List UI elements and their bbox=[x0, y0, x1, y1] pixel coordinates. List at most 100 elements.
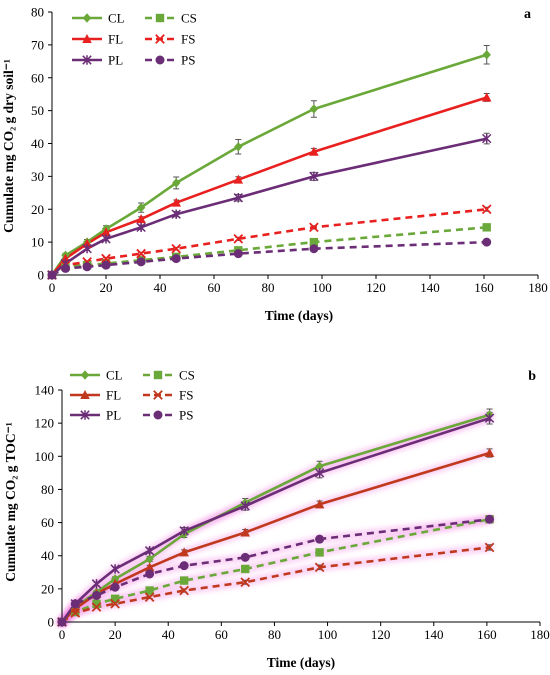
legend-label-fl: FL bbox=[106, 388, 121, 403]
data-point-pl bbox=[171, 209, 181, 219]
data-point-pl bbox=[110, 564, 120, 574]
y-tick-label: 80 bbox=[41, 482, 54, 497]
data-point-ps bbox=[70, 599, 80, 609]
data-point-pl bbox=[82, 243, 92, 254]
data-point-ps bbox=[101, 260, 111, 270]
y-tick-label: 40 bbox=[31, 136, 44, 151]
data-point-cs bbox=[145, 586, 154, 595]
data-point-cl bbox=[309, 104, 319, 114]
data-point-pl bbox=[314, 468, 325, 478]
series-glow-layer bbox=[57, 410, 494, 627]
data-point-cl bbox=[234, 142, 243, 152]
legend-label-ps: PS bbox=[179, 408, 193, 423]
x-tick-label: 180 bbox=[530, 627, 550, 642]
x-tick-label: 80 bbox=[262, 280, 275, 295]
axes: 0 20 40 60 80 100 120 140 160 180 0 20 40 60 80 100 120 1… bbox=[35, 383, 550, 643]
y-tick-label: 60 bbox=[41, 515, 54, 530]
y-tick-label: 60 bbox=[31, 70, 44, 85]
data-point-fs bbox=[233, 234, 244, 244]
legend-marker-cs bbox=[153, 370, 163, 380]
data-point-ps bbox=[145, 569, 155, 579]
y-tick-label: 100 bbox=[35, 449, 55, 464]
data-point-cs bbox=[92, 599, 101, 608]
legend-marker-cs bbox=[155, 13, 165, 23]
data-point-fl bbox=[233, 174, 244, 184]
data-point-fs bbox=[144, 592, 155, 602]
data-point-cs bbox=[241, 564, 250, 574]
legend-label-fs: FS bbox=[179, 388, 193, 403]
series-markers bbox=[57, 410, 495, 627]
y-tick-label: 50 bbox=[31, 103, 44, 118]
data-point-fs bbox=[101, 253, 111, 264]
series-line-cl bbox=[50, 53, 488, 276]
data-point-ps bbox=[57, 617, 67, 627]
legend-label-pl: PL bbox=[108, 53, 123, 68]
data-point-ps bbox=[482, 237, 492, 247]
legend-marker-ps bbox=[153, 410, 163, 420]
legend-label-cs: CS bbox=[181, 11, 197, 26]
data-point-fl bbox=[101, 227, 111, 237]
series-line-fl bbox=[50, 96, 488, 276]
data-point-fl bbox=[309, 146, 319, 156]
data-point-ps bbox=[61, 263, 70, 273]
panel-label-b: b bbox=[528, 369, 536, 384]
y-tick-label: 0 bbox=[38, 268, 45, 283]
data-point-pl bbox=[240, 501, 250, 511]
series-lines bbox=[50, 53, 488, 277]
y-tick-label: 70 bbox=[31, 37, 44, 52]
chart-panel-a: a 0 20 40 60 80 100 120 140 160 180 0 10 20 30 40 50 60 7… bbox=[1, 5, 548, 324]
data-point-pl bbox=[91, 579, 102, 589]
data-point-fs bbox=[240, 577, 251, 588]
data-point-pl bbox=[233, 193, 244, 203]
legend-marker-fs bbox=[155, 34, 165, 44]
data-point-ps bbox=[233, 249, 243, 259]
x-tick-label: 0 bbox=[59, 627, 66, 642]
legend-label-cl: CL bbox=[108, 11, 125, 26]
data-point-fl bbox=[314, 499, 325, 509]
data-point-ps bbox=[110, 582, 120, 592]
y-tick-label: 140 bbox=[35, 383, 55, 398]
legend-marker-cl bbox=[80, 370, 90, 380]
legend-marker-pl bbox=[82, 55, 92, 65]
x-tick-label: 80 bbox=[268, 627, 281, 642]
data-point-fs bbox=[484, 542, 495, 553]
legend-marker-ps bbox=[155, 55, 165, 65]
x-tick-label: 100 bbox=[318, 627, 338, 642]
data-point-pl bbox=[136, 222, 146, 233]
x-tick-label: 60 bbox=[215, 627, 228, 642]
data-point-fs bbox=[110, 598, 120, 609]
y-tick-label: 30 bbox=[31, 169, 44, 184]
data-point-ps bbox=[92, 590, 102, 600]
legend-marker-fl bbox=[82, 34, 92, 43]
legend-label-pl: PL bbox=[106, 408, 121, 423]
data-point-fl bbox=[171, 197, 181, 207]
data-point-ps bbox=[82, 262, 92, 272]
data-point-fl bbox=[179, 547, 189, 557]
data-point-fs bbox=[314, 562, 325, 573]
data-point-fs bbox=[136, 248, 146, 259]
data-point-pl bbox=[484, 413, 495, 423]
data-point-fl bbox=[136, 214, 146, 224]
data-point-cs bbox=[315, 548, 324, 557]
x-tick-label: 100 bbox=[312, 280, 332, 295]
legend-label-fs: FS bbox=[181, 32, 195, 47]
data-point-ps bbox=[171, 254, 181, 264]
legend-marker-fl bbox=[80, 390, 90, 399]
x-axis-title: Time (days) bbox=[267, 655, 335, 670]
y-tick-label: 80 bbox=[31, 5, 44, 20]
y-tick-label: 40 bbox=[41, 548, 54, 563]
legend-label-cs: CS bbox=[179, 368, 195, 383]
x-tick-label: 60 bbox=[208, 280, 221, 295]
data-point-ps bbox=[240, 552, 250, 562]
legend: CL CS FL FS PL PS bbox=[70, 368, 195, 423]
data-point-fs bbox=[309, 222, 319, 233]
y-axis-title: Cumulate mg CO₂ g dry soil⁻¹ bbox=[1, 59, 16, 233]
series-line-cs bbox=[51, 226, 487, 277]
data-point-fs bbox=[171, 243, 182, 254]
y-tick-label: 0 bbox=[48, 615, 55, 630]
data-point-cl bbox=[145, 554, 154, 564]
data-point-ps bbox=[485, 514, 495, 524]
data-point-cs bbox=[110, 594, 120, 603]
data-point-fs bbox=[179, 585, 189, 596]
data-point-pl bbox=[481, 133, 492, 144]
